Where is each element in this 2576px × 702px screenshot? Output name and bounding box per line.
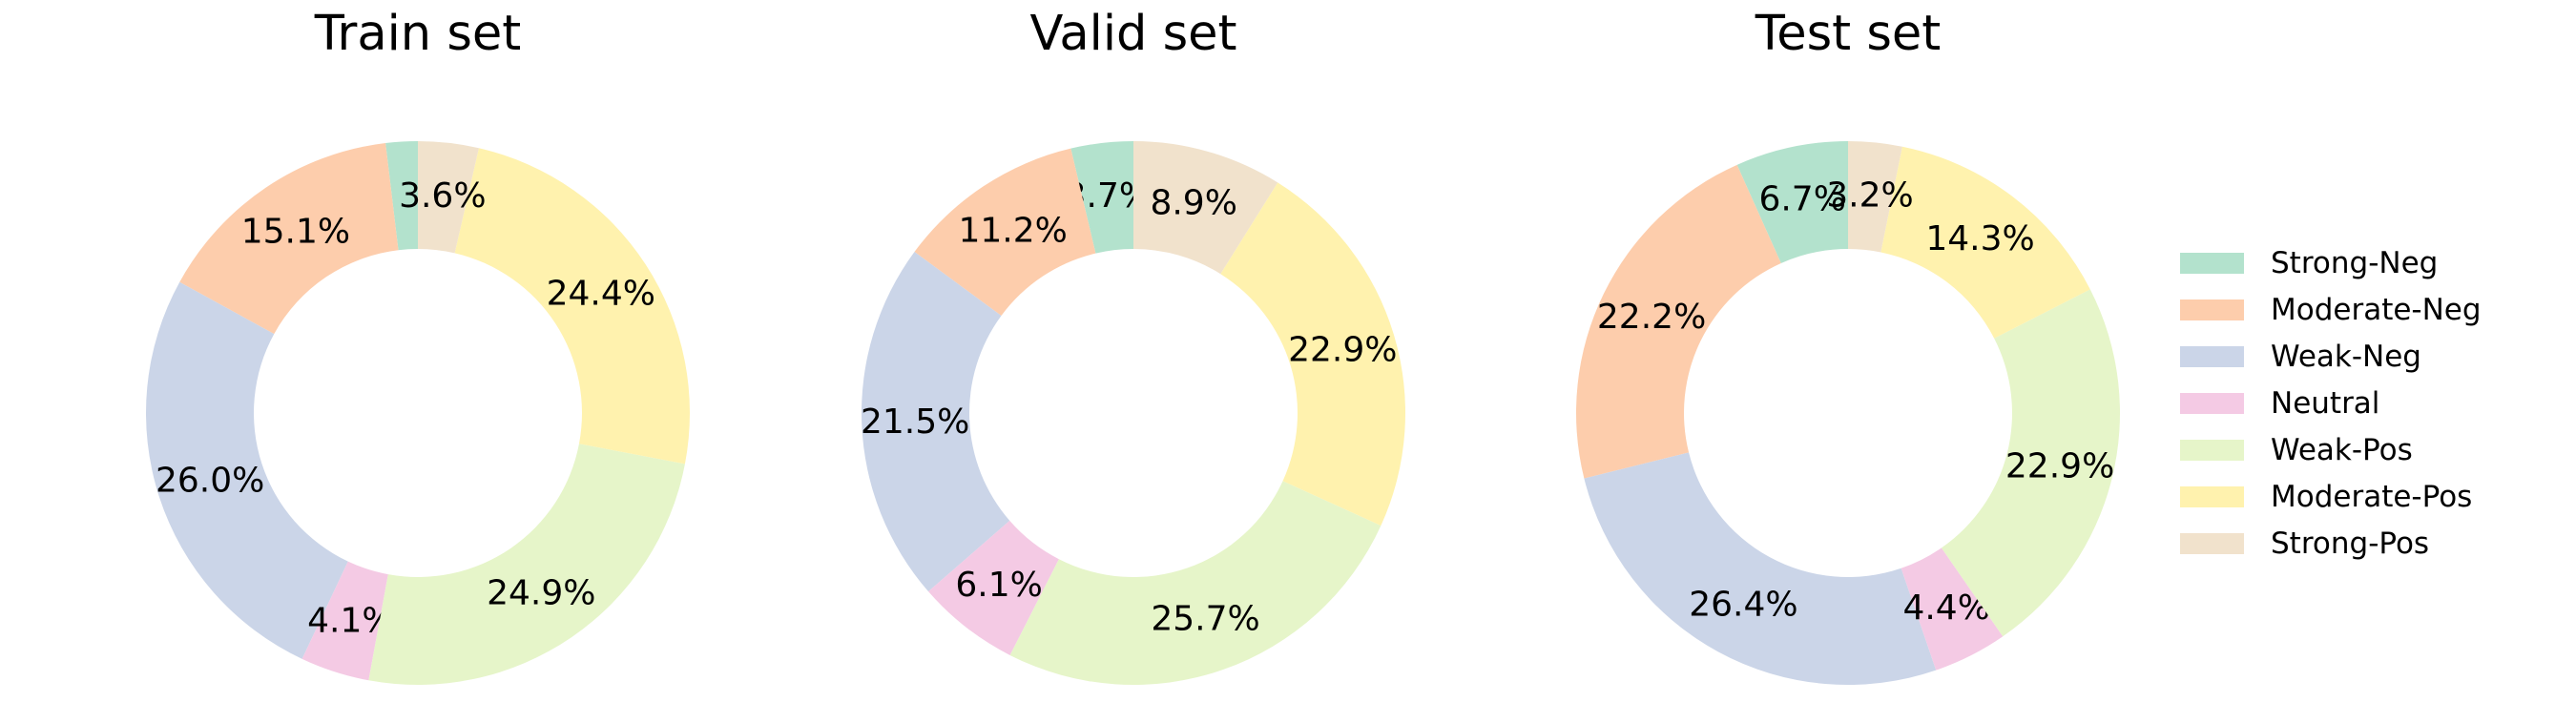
- pct-label-weak-neg: 26.0%: [156, 461, 264, 500]
- chart-title-test-set: Test set: [1755, 6, 1942, 62]
- donut-chart-train-set: 15.1%26.0%4.1%24.9%24.4%3.6%: [145, 141, 690, 685]
- pie-slice-weak-neg: [1584, 452, 1937, 685]
- legend-label: Strong-Neg: [2271, 246, 2439, 280]
- pie-slice-strong-pos: [418, 141, 479, 254]
- legend-label: Weak-Pos: [2271, 433, 2413, 467]
- pie-slice-moderate-neg: [179, 143, 399, 335]
- pie-slice-weak-neg: [145, 281, 348, 659]
- chart-title-train-set: Train set: [314, 6, 522, 62]
- pct-label-weak-pos: 22.9%: [2005, 446, 2114, 485]
- pie-slice-neutral: [1901, 547, 2004, 671]
- pct-label-weak-neg: 21.5%: [861, 403, 969, 442]
- pie-slice-strong-neg: [1070, 141, 1133, 254]
- legend-label: Moderate-Pos: [2271, 480, 2473, 514]
- pie-slice-strong-pos: [1133, 141, 1278, 275]
- pct-label-moderate-pos: 24.4%: [547, 274, 655, 313]
- pct-label-neutral: 6.1%: [955, 566, 1042, 605]
- legend-swatch: [2180, 346, 2244, 367]
- pct-label-weak-neg: 26.4%: [1689, 586, 1797, 625]
- pct-label-strong-pos: 3.2%: [1826, 176, 1913, 216]
- donut-chart-test-set: 6.7%22.2%26.4% 4.4%22.9%14.3%3.2%: [1575, 140, 2121, 685]
- pie-slice-moderate-neg: [914, 148, 1096, 317]
- legend-item-moderate-neg: Moderate-Neg: [2180, 293, 2482, 327]
- pct-label-strong-neg: 6.7%: [1758, 180, 1845, 219]
- pie-slice-neutral: [928, 520, 1059, 655]
- legend-label: Neutral: [2271, 386, 2380, 421]
- pie-slice-strong-pos: [1848, 141, 1902, 253]
- pie-slice-weak-pos: [368, 444, 685, 685]
- legend-item-moderate-pos: Moderate-Pos: [2180, 480, 2482, 514]
- legend-swatch: [2180, 440, 2244, 461]
- pct-label-strong-pos: 3.6%: [399, 176, 486, 216]
- legend-item-neutral: Neutral: [2180, 386, 2482, 421]
- pie-slice-moderate-pos: [1220, 182, 1406, 526]
- pct-label-moderate-pos: 22.9%: [1288, 331, 1397, 370]
- pct-label-moderate-pos: 14.3%: [1925, 219, 2034, 258]
- pie-slice-weak-neg: [862, 252, 1010, 592]
- legend-item-strong-pos: Strong-Pos: [2180, 526, 2482, 561]
- legend-label: Moderate-Neg: [2271, 293, 2482, 327]
- donut-chart-valid-set: 3.7%11.2%21.5%6.1%25.7%22.9%8.9%: [861, 141, 1406, 686]
- legend-item-weak-pos: Weak-Pos: [2180, 433, 2482, 467]
- legend-label: Strong-Pos: [2271, 526, 2430, 561]
- pie-slice-moderate-pos: [454, 148, 690, 465]
- legend-item-weak-neg: Weak-Neg: [2180, 340, 2482, 374]
- pct-label-weak-pos: 25.7%: [1151, 600, 1259, 639]
- legend: Strong-Neg Moderate-Neg Weak-Neg Neutral…: [2180, 246, 2482, 561]
- pie-slice-weak-pos: [1009, 481, 1381, 686]
- legend-swatch: [2180, 393, 2244, 414]
- legend-swatch: [2180, 299, 2244, 320]
- pie-slice-moderate-neg: [1575, 164, 1781, 479]
- pie-slice-strong-neg: [385, 141, 418, 251]
- pie-slice-strong-neg: [1736, 140, 1848, 263]
- pie-slice-weak-pos: [1941, 289, 2121, 637]
- legend-swatch: [2180, 253, 2244, 274]
- pct-label-strong-pos: 8.9%: [1150, 183, 1236, 222]
- pct-label-moderate-neg: 15.1%: [241, 213, 350, 252]
- chart-title-valid-set: Valid set: [1029, 6, 1237, 62]
- legend-swatch: [2180, 533, 2244, 554]
- legend-item-strong-neg: Strong-Neg: [2180, 246, 2482, 280]
- pct-label-moderate-neg: 11.2%: [959, 212, 1068, 251]
- pie-slice-moderate-pos: [1880, 146, 2090, 339]
- pie-slice-neutral: [301, 561, 388, 681]
- pct-label-weak-pos: 24.9%: [487, 574, 595, 613]
- legend-swatch: [2180, 486, 2244, 507]
- pct-label-moderate-neg: 22.2%: [1597, 298, 1706, 337]
- legend-label: Weak-Neg: [2271, 340, 2421, 374]
